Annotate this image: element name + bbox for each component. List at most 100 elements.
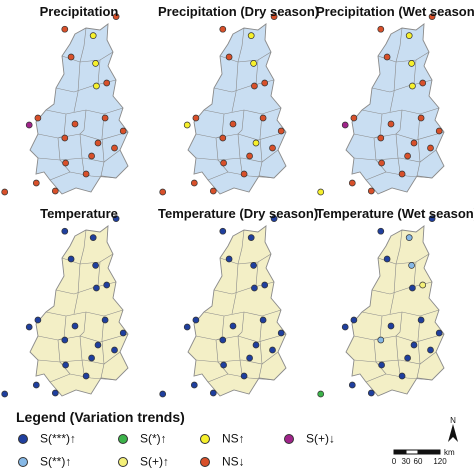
station-marker bbox=[378, 159, 385, 167]
station-marker bbox=[61, 227, 69, 235]
station-marker bbox=[93, 82, 100, 90]
region-map bbox=[317, 13, 445, 196]
district-boundary bbox=[100, 315, 105, 379]
station-marker bbox=[240, 372, 248, 380]
region-outline bbox=[187, 23, 287, 195]
station-marker bbox=[261, 281, 269, 289]
station-marker bbox=[247, 234, 255, 241]
scale-tick-0: 0 bbox=[392, 457, 397, 466]
station-marker bbox=[427, 346, 434, 354]
panel-title: Precipitation bbox=[39, 4, 119, 19]
station-marker bbox=[103, 79, 111, 87]
station-marker bbox=[219, 25, 227, 33]
legend-label: S(**)↑ bbox=[40, 454, 72, 469]
panel-title: Temperature bbox=[40, 206, 118, 221]
station-marker bbox=[1, 188, 9, 196]
station-marker bbox=[190, 179, 198, 187]
station-marker bbox=[219, 336, 227, 344]
district-boundary bbox=[231, 229, 245, 315]
district-boundary bbox=[79, 311, 87, 375]
station-marker bbox=[219, 134, 227, 142]
region-outline bbox=[29, 23, 129, 195]
north-label: N bbox=[450, 416, 456, 425]
region-outline bbox=[187, 225, 287, 397]
station-marker bbox=[61, 134, 69, 142]
panel-title: Precipitation (Wet season) bbox=[316, 4, 474, 19]
station-marker bbox=[269, 144, 276, 152]
station-marker bbox=[25, 121, 33, 129]
district-boundary bbox=[195, 351, 279, 365]
region-map bbox=[1, 215, 129, 398]
station-marker bbox=[1, 390, 9, 398]
station-marker bbox=[192, 114, 200, 122]
station-marker bbox=[67, 53, 75, 61]
station-marker bbox=[93, 284, 100, 292]
station-marker bbox=[341, 323, 349, 331]
panel-title: Precipitation (Dry season) bbox=[158, 4, 320, 19]
station-marker bbox=[62, 159, 69, 167]
station-marker bbox=[250, 60, 257, 67]
station-marker bbox=[89, 234, 97, 241]
station-marker bbox=[435, 329, 443, 337]
station-marker bbox=[317, 390, 325, 398]
scale-tick-120: 120 bbox=[433, 457, 447, 466]
district-boundary bbox=[395, 109, 403, 173]
station-marker bbox=[159, 188, 167, 196]
district-boundary bbox=[37, 351, 121, 365]
district-boundary bbox=[258, 113, 263, 177]
station-marker bbox=[225, 255, 233, 263]
station-marker bbox=[378, 361, 385, 369]
district-boundary bbox=[353, 351, 437, 365]
region-map bbox=[317, 215, 445, 398]
precipitation-wet-season-map-panel: Precipitation (Wet season) bbox=[316, 0, 474, 200]
station-marker bbox=[367, 389, 375, 397]
district-boundary bbox=[207, 373, 275, 383]
station-marker bbox=[82, 170, 90, 178]
station-marker bbox=[51, 187, 59, 195]
legend-label: NS↓ bbox=[222, 454, 245, 469]
station-marker bbox=[246, 152, 253, 160]
legend-item-ns-up: NS↑ bbox=[200, 432, 245, 445]
legend-marker bbox=[118, 456, 128, 467]
legend-label: S(*)↑ bbox=[140, 431, 167, 446]
temperature-map-panel: Temperature bbox=[0, 202, 158, 402]
temperature-dry-season-map-panel: Temperature (Dry season) bbox=[158, 202, 318, 402]
station-marker bbox=[112, 13, 120, 20]
region-map bbox=[159, 13, 287, 196]
legend-marker bbox=[18, 433, 28, 444]
station-marker bbox=[277, 127, 285, 135]
scale-bar: km 0 30 60 120 bbox=[392, 448, 455, 466]
station-marker bbox=[277, 329, 285, 337]
station-marker bbox=[61, 336, 69, 344]
station-marker bbox=[112, 215, 120, 222]
station-marker bbox=[269, 346, 276, 354]
station-marker bbox=[405, 234, 413, 241]
station-marker bbox=[348, 179, 356, 187]
north-arrow-icon: N bbox=[448, 416, 458, 442]
station-marker bbox=[229, 120, 237, 128]
legend-item-s3-up: S(***)↑ bbox=[18, 432, 76, 445]
station-marker bbox=[259, 316, 267, 324]
station-marker bbox=[71, 120, 79, 128]
scale-tick-30: 30 bbox=[402, 457, 411, 466]
station-marker bbox=[119, 329, 127, 337]
station-marker bbox=[383, 255, 391, 263]
station-marker bbox=[398, 372, 406, 380]
station-marker bbox=[32, 179, 40, 187]
station-marker bbox=[419, 79, 427, 87]
legend-item-s1-up: S(*)↑ bbox=[118, 432, 167, 445]
station-marker bbox=[270, 215, 278, 222]
station-marker bbox=[111, 346, 118, 354]
district-boundary bbox=[389, 27, 403, 113]
region-map bbox=[159, 215, 287, 398]
legend-item-splus-down: S(+)↓ bbox=[284, 432, 335, 445]
station-marker bbox=[92, 60, 99, 67]
station-marker bbox=[387, 322, 395, 330]
station-marker bbox=[219, 227, 227, 235]
station-marker bbox=[398, 170, 406, 178]
station-marker bbox=[220, 361, 227, 369]
panel-title: Temperature (Wet season) bbox=[316, 206, 474, 221]
legend-marker bbox=[18, 456, 28, 467]
district-boundary bbox=[79, 109, 87, 173]
region-map bbox=[1, 13, 129, 196]
